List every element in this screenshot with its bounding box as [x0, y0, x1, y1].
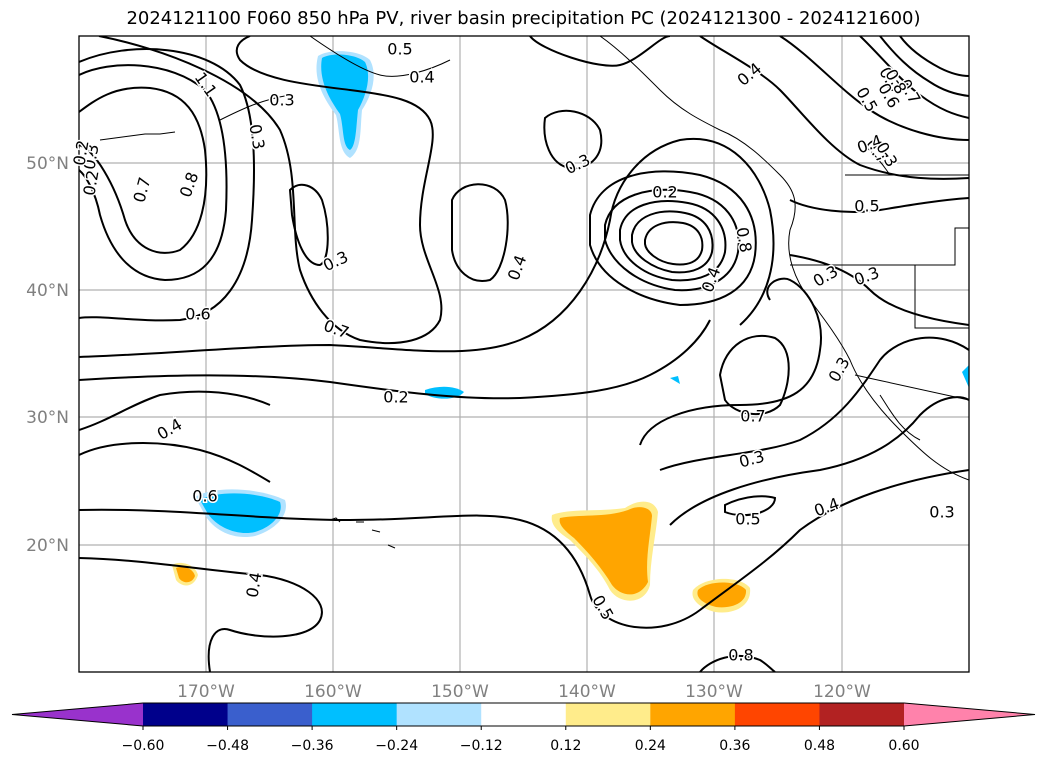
lon-label-160w: 160°W [304, 682, 362, 702]
colorbar-tick-label: −0.48 [206, 738, 249, 754]
colorbar-swatch [312, 703, 398, 726]
contour-label: 0.6 [192, 487, 217, 506]
colorbar-swatch [819, 703, 905, 726]
colorbar-extend-low [12, 703, 143, 726]
contour-label: 0.8 [728, 646, 753, 665]
lon-label-150w: 150°W [431, 682, 489, 702]
colorbar-tick-label: 0.48 [804, 738, 835, 754]
lat-label-40n: 40°N [26, 281, 69, 301]
contour-label: 0.8 [732, 226, 755, 254]
contour-label: 0.3 [929, 503, 954, 522]
colorbar: −0.60 −0.48 −0.36 −0.24 −0.12 0.12 0.24 0.36 0.4… [11, 702, 1036, 754]
colorbar-swatch [143, 703, 229, 726]
colorbar-tick-label: 0.60 [888, 738, 919, 754]
colorbar-swatch [227, 703, 313, 726]
colorbar-tick-label: 0.12 [550, 738, 581, 754]
map-area [79, 36, 969, 672]
colorbar-swatch [481, 703, 567, 726]
colorbar-extend-high [904, 703, 1035, 726]
colorbar-swatch [396, 703, 482, 726]
colorbar-tick-label: −0.36 [291, 738, 334, 754]
map-border [78, 35, 970, 673]
colorbar-tick-label: 0.24 [635, 738, 666, 754]
lon-label-120w: 120°W [813, 682, 871, 702]
latitude-labels: 50°N 40°N 30°N 20°N [26, 154, 69, 556]
contour-label: 0.4 [409, 68, 434, 87]
map-title: 2024121100 F060 850 hPa PV, river basin … [126, 8, 921, 29]
precip-negative [195, 51, 969, 538]
colorbar-swatch [565, 703, 651, 726]
pv-contours [79, 36, 969, 672]
contour-label: 0.7 [740, 407, 765, 426]
contour-label: 0.2 [383, 388, 408, 407]
lon-label-140w: 140°W [558, 682, 616, 702]
contour-label: 0.6 [185, 305, 210, 324]
contour-label: 0.5 [735, 510, 760, 529]
colorbar-tick-label: 0.36 [719, 738, 750, 754]
lat-label-20n: 20°N [26, 536, 69, 556]
lon-label-130w: 130°W [685, 682, 743, 702]
colorbar-tick-label: −0.12 [460, 738, 503, 754]
lat-label-50n: 50°N [26, 154, 69, 174]
colorbar-swatch [650, 703, 736, 726]
colorbar-tick-label: −0.24 [375, 738, 418, 754]
contour-label: 0.5 [387, 40, 412, 59]
colorbar-tick-label: −0.60 [122, 738, 165, 754]
longitude-labels: 170°W 160°W 150°W 140°W 130°W 120°W [177, 682, 871, 702]
colorbar-swatch [734, 703, 820, 726]
contour-label: 0.5 [854, 197, 879, 216]
lat-label-30n: 30°N [26, 408, 69, 428]
contour-label: 0.2 [652, 183, 677, 202]
contour-label: 0.3 [269, 91, 294, 110]
lon-label-170w: 170°W [177, 682, 235, 702]
coastlines [99, 36, 969, 549]
